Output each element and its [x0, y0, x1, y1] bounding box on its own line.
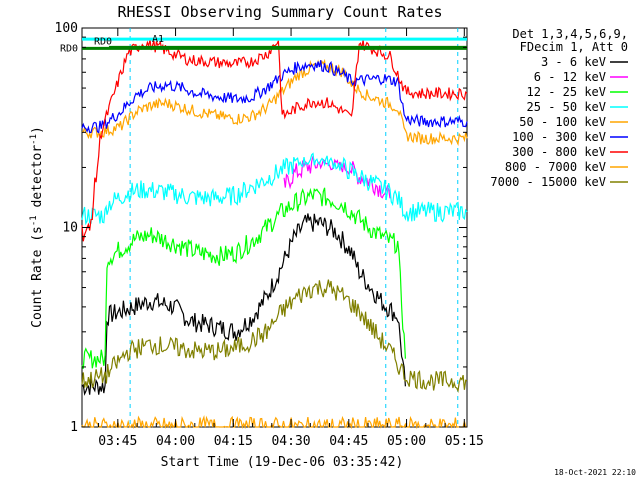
- x-axis-label: Start Time (19-Dec-06 03:35:42): [161, 455, 404, 470]
- legend-entry-label: 25 - 50 keV: [527, 100, 606, 114]
- attenuator-label: RD0: [94, 36, 112, 47]
- x-tick-label: 04:30: [271, 434, 310, 449]
- attenuator-label: A1: [152, 34, 164, 45]
- attenuator-bars: RD0 RD0 A1: [60, 34, 467, 54]
- legend-header: Det 1,3,4,5,6,9,: [512, 27, 628, 41]
- y-tick-label: 10: [62, 221, 78, 236]
- series-line-6: [81, 39, 468, 242]
- x-tick-label: 05:00: [387, 434, 426, 449]
- legend-entry-label: 800 - 7000 keV: [505, 160, 606, 174]
- legend-entry-label: 100 - 300 keV: [512, 130, 606, 144]
- chart-title: RHESSI Observing Summary Count Rates: [117, 3, 442, 21]
- legend-entry-label: 50 - 100 keV: [519, 115, 606, 129]
- plot-area: RD0 RD0 A1 1 10 100 03:45 04:00 04:15 04:30 04:4…: [55, 21, 484, 449]
- plot-frame: [81, 27, 468, 428]
- x-tick-label: 05:15: [445, 434, 484, 449]
- x-axis-ticks: 03:45 04:00 04:15 04:30 04:45 05:00 05:15: [98, 28, 484, 449]
- series-line-7: [81, 414, 467, 430]
- legend-entry-label: 7000 - 15000 keV: [490, 175, 606, 189]
- x-tick-label: 03:45: [98, 434, 137, 449]
- x-tick-label: 04:00: [156, 434, 195, 449]
- legend-entry-label: 3 - 6 keV: [541, 55, 606, 69]
- legend-entry-label: 12 - 25 keV: [527, 85, 606, 99]
- series-line-8: [81, 279, 468, 394]
- series-layer: [81, 39, 468, 430]
- series-line-0: [81, 213, 406, 396]
- legend-header: FDecim 1, Att 0: [520, 40, 628, 54]
- attenuator-label: RD0: [60, 43, 78, 54]
- y-tick-label: 1: [70, 420, 78, 435]
- series-line-5: [81, 60, 468, 134]
- legend: Det 1,3,4,5,6,9,FDecim 1, Att 03 - 6 keV…: [490, 27, 628, 189]
- x-tick-label: 04:15: [214, 434, 253, 449]
- legend-entry-label: 6 - 12 keV: [534, 70, 606, 84]
- series-line-2: [81, 187, 406, 369]
- series-line-4: [81, 58, 468, 147]
- legend-entry-label: 300 - 800 keV: [512, 145, 606, 159]
- vertical-marker-lines: [129, 28, 459, 427]
- series-line-1: [283, 155, 391, 199]
- x-tick-label: 04:45: [329, 434, 368, 449]
- y-tick-label: 100: [55, 21, 78, 36]
- y-axis-ticks: 1 10 100: [55, 21, 467, 435]
- timestamp: 18-Oct-2021 22:10: [554, 468, 636, 477]
- y-axis-label: Count Rate (s-1 detector-1): [29, 126, 45, 328]
- series-line-3: [81, 152, 468, 226]
